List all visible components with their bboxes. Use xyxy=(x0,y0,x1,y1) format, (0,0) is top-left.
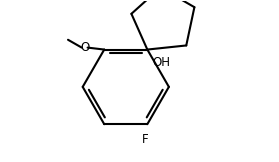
Text: OH: OH xyxy=(152,56,170,69)
Text: F: F xyxy=(142,133,149,146)
Text: O: O xyxy=(80,41,89,54)
